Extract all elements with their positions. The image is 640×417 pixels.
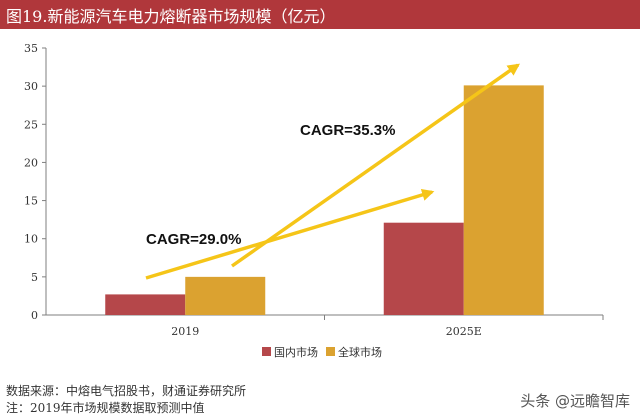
- legend-label-global: 全球市场: [338, 345, 382, 359]
- y-tick-label: 0: [31, 309, 38, 322]
- bar-global-0: [185, 276, 266, 315]
- cagr-label-domestic: CAGR=29.0%: [146, 231, 241, 248]
- bar-domestic-0: [105, 294, 186, 315]
- watermark: 头条 @远瞻智库: [520, 392, 630, 410]
- y-tick-label: 25: [24, 118, 38, 131]
- bar-domestic-1: [383, 222, 464, 315]
- y-tick-label: 30: [24, 80, 38, 93]
- bar-chart: 0 5 10 15 20 25 30 35 2019 2025E CAGR=35.3% CAGR=2…: [24, 42, 604, 359]
- cagr-arrow-domestic: [145, 188, 435, 280]
- cagr-label-global: CAGR=35.3%: [300, 122, 395, 139]
- y-tick-label: 35: [24, 42, 38, 55]
- x-tick-label: 2025E: [446, 325, 482, 338]
- x-tick-label: 2019: [171, 325, 199, 338]
- cagr-arrow-global: [230, 63, 521, 268]
- y-tick-label: 10: [24, 233, 38, 246]
- y-tick-label: 20: [24, 156, 38, 169]
- y-tick-label: 5: [31, 271, 38, 284]
- legend-swatch-domestic: [262, 347, 271, 356]
- y-tick-label: 15: [24, 195, 38, 208]
- legend-swatch-global: [326, 347, 335, 356]
- source-text: 数据来源：中熔电气招股书，财通证券研究所: [6, 384, 247, 398]
- chart-title: 图19.新能源汽车电力熔断器市场规模（亿元）: [6, 7, 336, 26]
- note-text: 注：2019年市场规模数据取预测中值: [6, 401, 205, 415]
- chart-legend: 国内市场 全球市场: [262, 345, 382, 359]
- bar-global-1: [463, 85, 544, 315]
- cagr-arrows: CAGR=35.3% CAGR=29.0%: [145, 63, 521, 280]
- legend-label-domestic: 国内市场: [274, 345, 318, 359]
- title-bar: 图19.新能源汽车电力熔断器市场规模（亿元）: [0, 0, 640, 29]
- chart-bars: [105, 85, 544, 315]
